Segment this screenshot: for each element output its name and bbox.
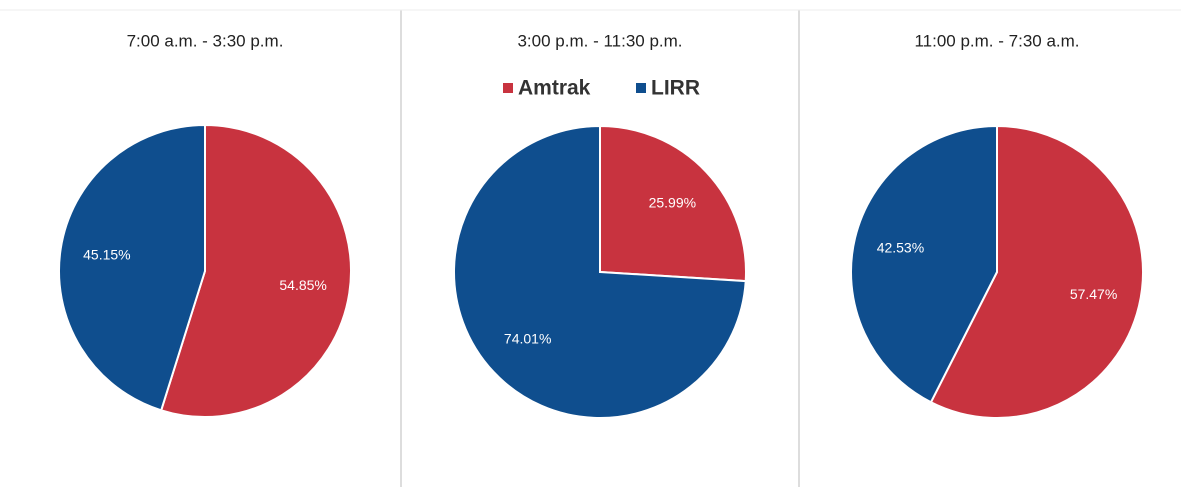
data-label: 45.15% — [83, 247, 130, 263]
legend-swatch — [503, 83, 513, 93]
legend-label: LIRR — [651, 77, 700, 100]
pie-slice — [453, 124, 747, 419]
data-label: 54.85% — [279, 277, 326, 293]
legend-swatch — [636, 83, 646, 93]
pie-slice — [929, 124, 1144, 419]
chart-title: 3:00 p.m. - 11:30 p.m. — [517, 31, 682, 50]
chart-title: 11:00 p.m. - 7:30 a.m. — [914, 31, 1079, 50]
chart-title: 7:00 a.m. - 3:30 p.m. — [127, 31, 284, 50]
pie-slice — [159, 123, 352, 418]
data-label: 74.01% — [504, 331, 551, 347]
data-label: 57.47% — [1070, 286, 1117, 302]
data-label: 42.53% — [877, 240, 924, 256]
data-label: 25.99% — [649, 195, 696, 211]
pie-slice — [58, 123, 206, 412]
legend-label: Amtrak — [518, 77, 591, 100]
pie-slice — [850, 124, 998, 404]
pie-slice — [599, 124, 747, 283]
